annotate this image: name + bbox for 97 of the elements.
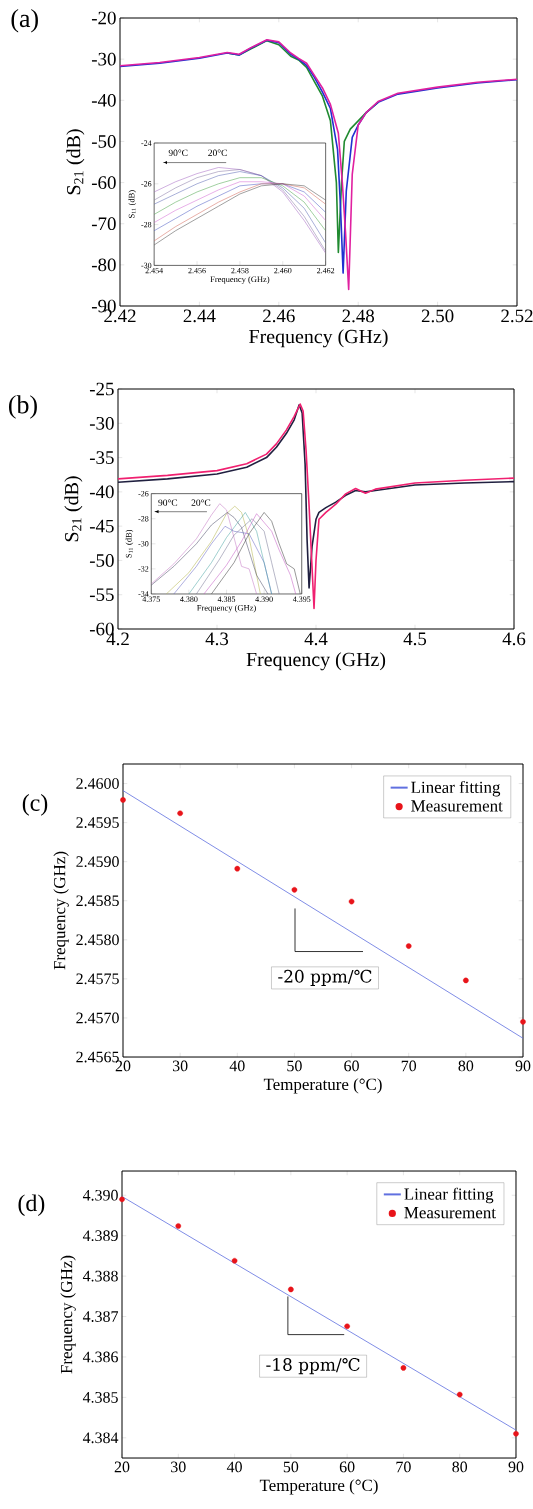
point	[456, 1391, 463, 1398]
x-tick-label: 2.52	[501, 309, 533, 323]
x-tick-label: 4.6	[502, 632, 526, 646]
annotation: 20°C	[191, 499, 211, 506]
y-tick-label: -25	[89, 382, 114, 396]
x-tick-label: 30	[172, 1060, 188, 1072]
y-tick-label: 4.386	[82, 1351, 119, 1363]
x-tick-label: 70	[401, 1060, 417, 1072]
line-series	[166, 505, 261, 594]
point	[348, 898, 355, 905]
x-tick-label: 2.50	[421, 309, 454, 323]
x-tick-label: 4.3	[205, 632, 229, 646]
y-tick-label: -70	[91, 217, 116, 231]
y-tick-label: -45	[89, 519, 114, 533]
y-axis-title: Frequency (GHz)	[53, 851, 69, 970]
x-axis-title: Temperature (°C)	[259, 1479, 378, 1495]
y-tick-label: 2.4600	[76, 778, 119, 789]
x-tick-label: 80	[452, 1461, 468, 1473]
y-axis-title: S$_{21}$ (dB)	[66, 129, 85, 195]
y-axis-title: Frequency (GHz)	[60, 1255, 76, 1374]
y-tick-label: 4.384	[82, 1432, 119, 1444]
x-tick-label: 90	[515, 1060, 531, 1072]
line-series	[196, 518, 280, 594]
y-tick-label: -50	[89, 554, 114, 567]
x-tick-label: 60	[344, 1060, 359, 1072]
x-axis-title: Frequency (GHz)	[197, 604, 256, 613]
x-tick-label: 90	[508, 1461, 524, 1473]
point	[234, 865, 241, 872]
point	[291, 887, 298, 893]
x-axis-title: Frequency (GHz)	[249, 329, 388, 348]
y-tick-label: 2.4575	[76, 973, 119, 985]
chart-title: (a)	[11, 8, 38, 33]
annotation: -20 ppm/℃	[278, 969, 372, 986]
y-tick-label: 4.389	[82, 1230, 118, 1242]
point	[520, 1019, 526, 1025]
x-tick-label: 2.48	[342, 309, 375, 323]
point	[405, 943, 412, 949]
y-tick-label: -50	[91, 135, 116, 148]
x-tick-label: 30	[171, 1461, 186, 1473]
annotation: 90°C	[168, 149, 188, 156]
annotation: 20°C	[208, 149, 227, 156]
chart-title: (b)	[9, 395, 37, 419]
x-tick-label: 80	[458, 1060, 474, 1072]
text: (d)	[18, 1194, 45, 1217]
y-axis-title: S$_{11}$ (dB)	[128, 190, 137, 218]
y-tick-label: 4.390	[82, 1189, 118, 1201]
line-series	[151, 512, 269, 594]
legend-label: Measurement	[411, 800, 503, 812]
x-tick-label: 40	[229, 1060, 245, 1072]
y-tick-label: -60	[91, 176, 116, 189]
y-tick-label: 2.4570	[76, 1012, 119, 1024]
point	[288, 1286, 294, 1293]
x-tick-label: 20	[114, 1461, 130, 1473]
x-tick-label: 50	[283, 1461, 299, 1473]
point	[344, 1323, 350, 1330]
text: (c)	[22, 794, 48, 816]
y-axis-title: S$_{21}$ (dB)	[64, 476, 83, 542]
y-tick-label: 2.4580	[76, 934, 119, 946]
point	[177, 810, 183, 817]
x-axis-title: Frequency (GHz)	[246, 652, 386, 671]
x-axis-title: Frequency (GHz)	[210, 276, 270, 284]
x-axis-title: Temperature (°C)	[263, 1078, 382, 1094]
point	[120, 797, 126, 803]
point	[175, 1223, 182, 1229]
y-tick-label: -30	[91, 52, 116, 66]
y-tick-label: 4.387	[82, 1311, 119, 1322]
x-tick-label: 2.44	[183, 309, 216, 323]
x-tick-label: 4.5	[403, 632, 427, 646]
y-tick-label: -40	[89, 485, 114, 499]
point	[119, 1196, 125, 1203]
y-tick-label: -80	[91, 258, 116, 272]
x-tick-label: 50	[287, 1060, 302, 1072]
point	[513, 1430, 519, 1437]
x-tick-label: 4.4	[304, 632, 328, 646]
y-tick-label: 4.385	[82, 1391, 118, 1403]
y-tick-label: 4.388	[82, 1270, 118, 1282]
y-tick-label: 2.4590	[76, 856, 119, 868]
x-tick-label: 40	[226, 1461, 242, 1473]
y-tick-label: -40	[91, 93, 116, 107]
y-axis-title: S$_{11}$ (dB)	[125, 529, 134, 558]
x-tick-label: 70	[396, 1461, 411, 1473]
y-tick-label: 2.4595	[76, 817, 119, 828]
point	[231, 1257, 238, 1264]
y-tick-label: -30	[89, 416, 114, 430]
legend-label: Linear fitting	[404, 1187, 494, 1204]
annotation: -18 ppm/℃	[266, 1358, 360, 1375]
y-tick-label: -20	[91, 11, 116, 25]
point	[463, 977, 469, 984]
x-tick-label: 60	[339, 1461, 355, 1473]
annotation: 90°C	[158, 499, 178, 506]
point	[400, 1365, 407, 1371]
x-tick-label: 2.46	[263, 309, 295, 323]
y-tick-label: -55	[89, 588, 114, 602]
legend-label: Measurement	[404, 1207, 496, 1219]
y-tick-label: 2.4585	[76, 895, 119, 907]
y-tick-label: -35	[89, 451, 114, 464]
legend-label: Linear fitting	[411, 780, 501, 797]
